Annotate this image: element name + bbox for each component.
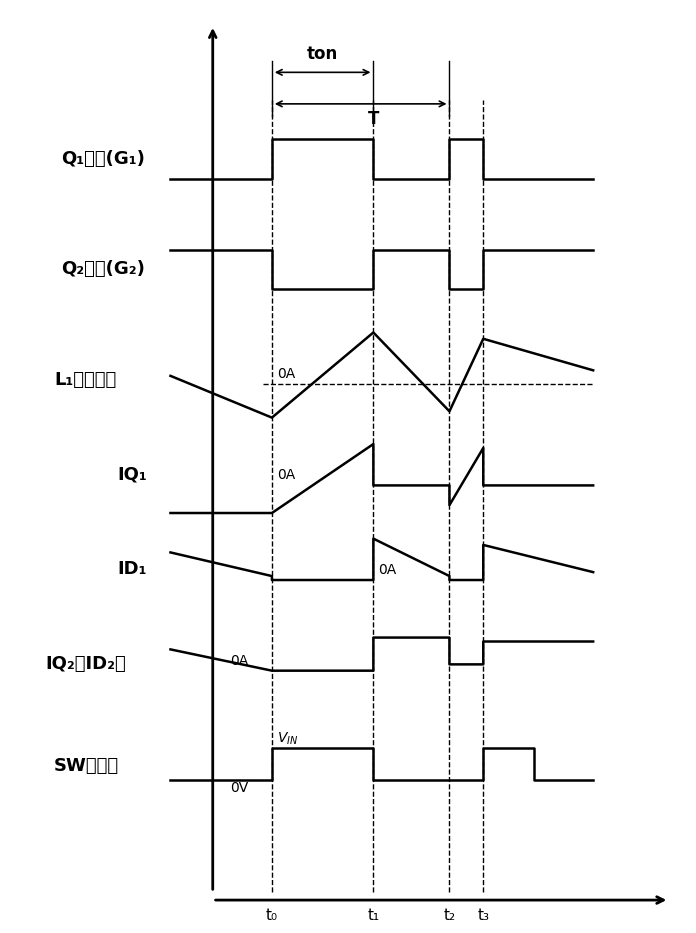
Text: t₁: t₁ <box>367 909 379 924</box>
Text: 0A: 0A <box>379 563 397 577</box>
Text: $V_{IN}$: $V_{IN}$ <box>277 731 299 746</box>
Text: 0A: 0A <box>277 367 295 381</box>
Text: t₀: t₀ <box>266 909 278 924</box>
Text: ID₁: ID₁ <box>118 560 147 578</box>
Text: Q₁驱动(G₁): Q₁驱动(G₁) <box>61 150 145 168</box>
Text: T: T <box>367 110 379 128</box>
Text: 0A: 0A <box>230 653 248 667</box>
Text: t₃: t₃ <box>477 909 489 924</box>
Text: IQ₁: IQ₁ <box>118 466 148 483</box>
Text: ton: ton <box>307 45 338 63</box>
Text: IQ₂（ID₂）: IQ₂（ID₂） <box>45 655 126 673</box>
Text: Q₂驱动(G₂): Q₂驱动(G₂) <box>61 260 145 278</box>
Text: t₂: t₂ <box>443 909 455 924</box>
Text: SW点波形: SW点波形 <box>54 757 118 775</box>
Text: L₁电流波形: L₁电流波形 <box>55 370 117 389</box>
Text: 0A: 0A <box>277 468 295 482</box>
Text: 0V: 0V <box>230 782 248 796</box>
